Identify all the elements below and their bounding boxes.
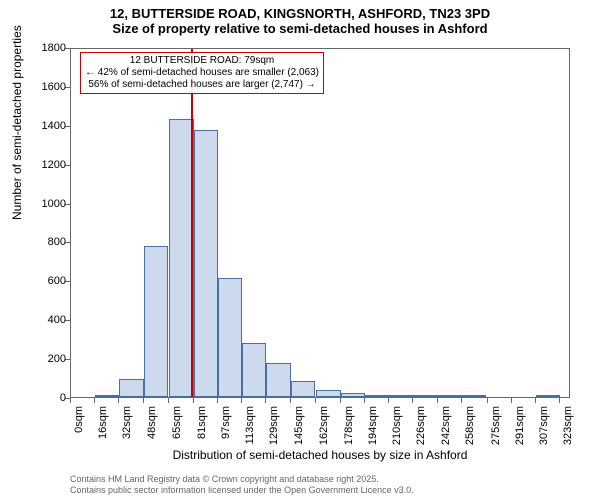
x-tick bbox=[217, 398, 218, 403]
x-tick bbox=[143, 398, 144, 403]
x-tick-label: 129sqm bbox=[268, 406, 280, 445]
chart-plot-area bbox=[70, 48, 570, 398]
x-tick bbox=[364, 398, 365, 403]
histogram-bar bbox=[194, 130, 218, 397]
footer-line-2: Contains public sector information licen… bbox=[70, 485, 414, 496]
y-axis-label: Number of semi-detached properties bbox=[10, 25, 24, 220]
x-tick-label: 32sqm bbox=[121, 406, 133, 439]
footer-line-1: Contains HM Land Registry data © Crown c… bbox=[70, 474, 414, 485]
x-tick-label: 65sqm bbox=[171, 406, 183, 439]
y-tick-label: 600 bbox=[26, 275, 66, 287]
y-tick-label: 200 bbox=[26, 353, 66, 365]
histogram-bar bbox=[462, 395, 486, 397]
annotation-callout: 12 BUTTERSIDE ROAD: 79sqm← 42% of semi-d… bbox=[80, 52, 324, 94]
histogram-bar bbox=[144, 246, 168, 397]
histogram-bar bbox=[536, 395, 560, 397]
chart-title-block: 12, BUTTERSIDE ROAD, KINGSNORTH, ASHFORD… bbox=[0, 0, 600, 36]
x-tick-label: 291sqm bbox=[514, 406, 526, 445]
x-tick bbox=[70, 398, 71, 403]
x-tick-label: 145sqm bbox=[293, 406, 305, 445]
title-main: 12, BUTTERSIDE ROAD, KINGSNORTH, ASHFORD… bbox=[0, 6, 600, 21]
x-tick bbox=[118, 398, 119, 403]
x-tick bbox=[168, 398, 169, 403]
annotation-line-1: 12 BUTTERSIDE ROAD: 79sqm bbox=[85, 55, 319, 67]
x-tick bbox=[487, 398, 488, 403]
footer-attribution: Contains HM Land Registry data © Crown c… bbox=[70, 474, 414, 496]
x-tick bbox=[290, 398, 291, 403]
y-tick-label: 400 bbox=[26, 314, 66, 326]
x-tick bbox=[265, 398, 266, 403]
x-tick bbox=[315, 398, 316, 403]
histogram-bar bbox=[316, 390, 340, 397]
x-tick bbox=[461, 398, 462, 403]
y-tick-label: 1800 bbox=[26, 42, 66, 54]
x-tick-label: 258sqm bbox=[464, 406, 476, 445]
histogram-bar bbox=[218, 278, 242, 397]
x-tick-label: 194sqm bbox=[367, 406, 379, 445]
x-tick bbox=[241, 398, 242, 403]
annotation-line-3: 56% of semi-detached houses are larger (… bbox=[85, 79, 319, 91]
x-tick bbox=[94, 398, 95, 403]
annotation-line-2: ← 42% of semi-detached houses are smalle… bbox=[85, 67, 319, 79]
x-tick-label: 275sqm bbox=[490, 406, 502, 445]
histogram-bar bbox=[438, 395, 462, 397]
x-tick-label: 226sqm bbox=[415, 406, 427, 445]
x-tick-label: 0sqm bbox=[73, 406, 85, 433]
x-tick bbox=[340, 398, 341, 403]
histogram-bar bbox=[291, 381, 315, 397]
histogram-bar bbox=[341, 393, 365, 397]
y-tick-label: 1600 bbox=[26, 81, 66, 93]
y-tick-label: 0 bbox=[26, 392, 66, 404]
x-tick bbox=[511, 398, 512, 403]
x-tick bbox=[437, 398, 438, 403]
y-tick-label: 1200 bbox=[26, 159, 66, 171]
x-tick-label: 48sqm bbox=[146, 406, 158, 439]
x-tick-label: 242sqm bbox=[440, 406, 452, 445]
x-tick-label: 307sqm bbox=[538, 406, 550, 445]
y-tick-label: 800 bbox=[26, 236, 66, 248]
histogram-bar bbox=[95, 395, 119, 397]
histogram-bar bbox=[242, 343, 266, 397]
x-tick-label: 162sqm bbox=[318, 406, 330, 445]
property-marker-line bbox=[191, 49, 193, 397]
histogram-bar bbox=[266, 363, 290, 397]
x-tick-label: 210sqm bbox=[391, 406, 403, 445]
x-tick bbox=[412, 398, 413, 403]
title-sub: Size of property relative to semi-detach… bbox=[0, 21, 600, 36]
histogram-bar bbox=[413, 395, 437, 397]
y-tick-label: 1400 bbox=[26, 120, 66, 132]
x-tick-label: 81sqm bbox=[196, 406, 208, 439]
histogram-bar bbox=[389, 395, 413, 397]
x-tick-label: 97sqm bbox=[220, 406, 232, 439]
x-axis-label: Distribution of semi-detached houses by … bbox=[70, 448, 570, 462]
histogram-bar bbox=[119, 379, 143, 397]
x-tick bbox=[559, 398, 560, 403]
x-tick bbox=[535, 398, 536, 403]
x-tick bbox=[388, 398, 389, 403]
x-tick-label: 16sqm bbox=[97, 406, 109, 439]
x-tick-label: 323sqm bbox=[562, 406, 574, 445]
x-tick-label: 178sqm bbox=[343, 406, 355, 445]
histogram-bar bbox=[365, 395, 389, 397]
x-tick bbox=[193, 398, 194, 403]
y-tick-label: 1000 bbox=[26, 198, 66, 210]
x-tick-label: 113sqm bbox=[244, 406, 256, 444]
